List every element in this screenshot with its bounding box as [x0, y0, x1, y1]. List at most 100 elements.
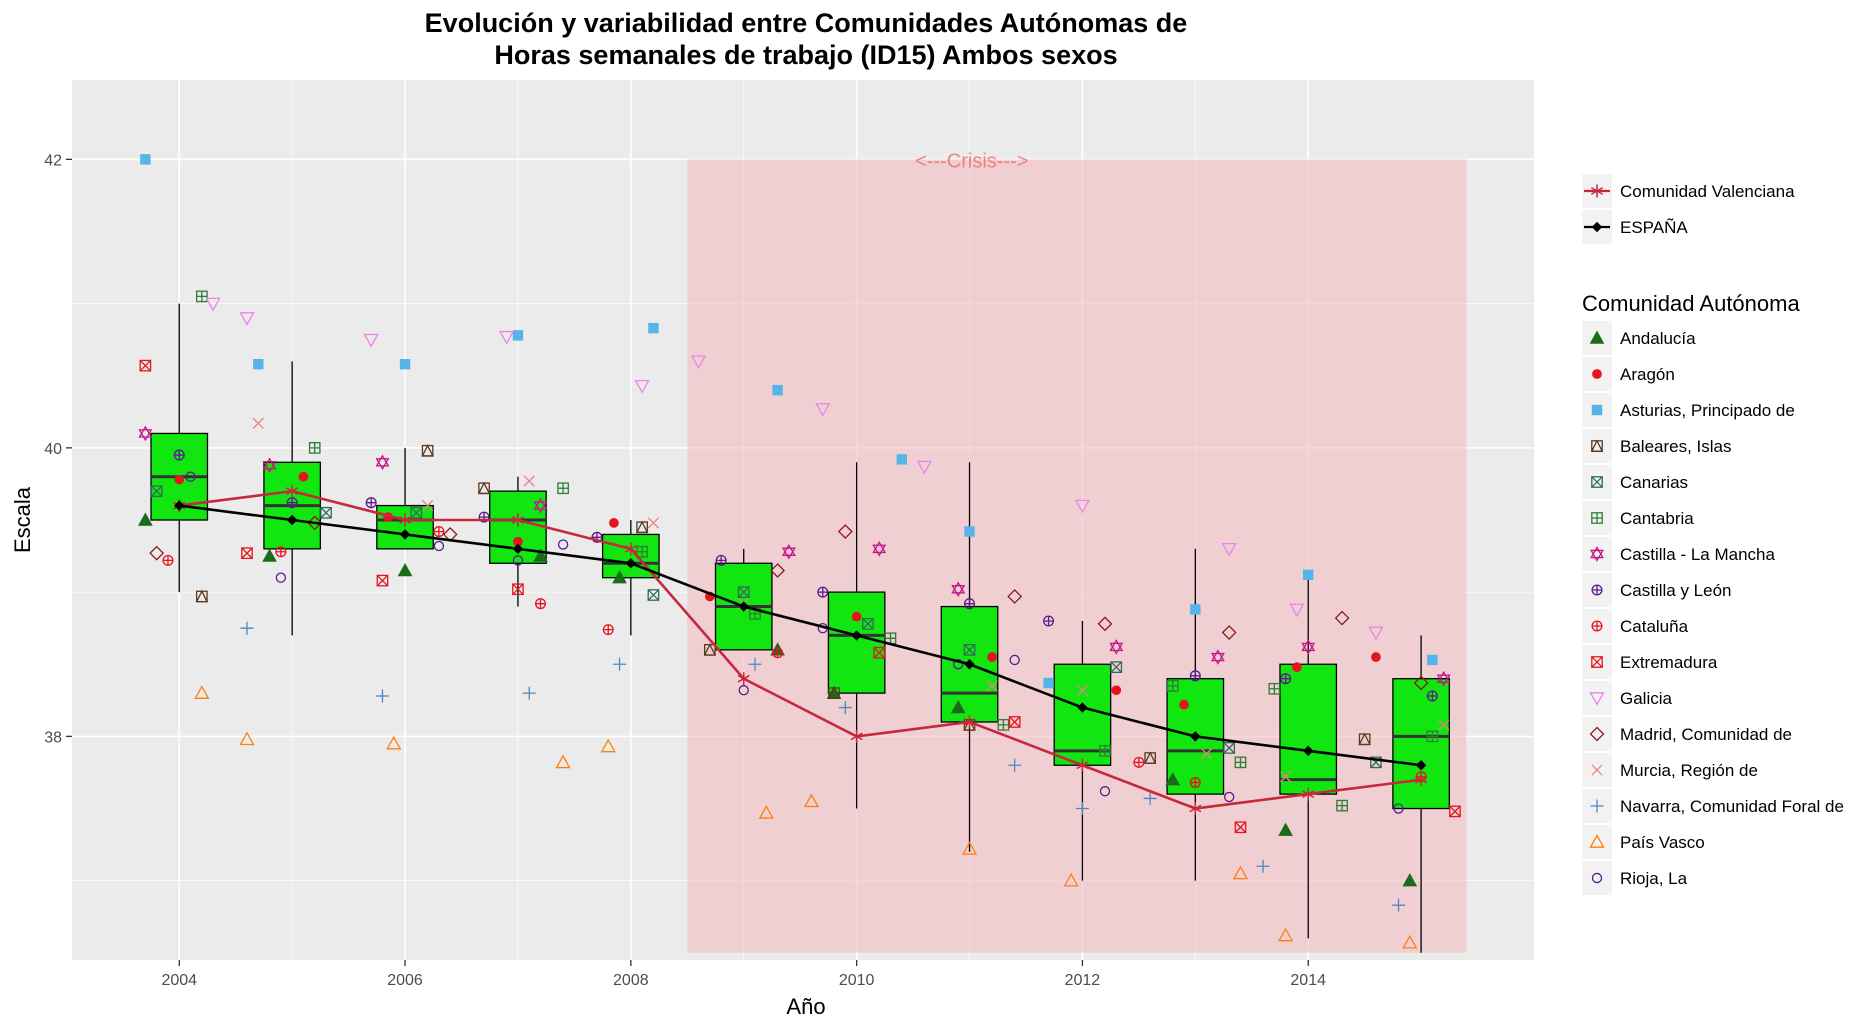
point-rioja-la-0	[185, 471, 196, 482]
marker-shape	[873, 646, 886, 659]
marker-shape	[376, 574, 389, 587]
point-aragon-3	[513, 536, 523, 547]
point-aragon-10	[1292, 662, 1302, 673]
legend-key-bg-pais-vasco	[1582, 825, 1612, 859]
point-castilla-y-leon-7	[963, 598, 976, 610]
marker-shape	[1190, 670, 1201, 681]
point-canarias-8	[1223, 742, 1236, 754]
marker-shape	[196, 291, 208, 302]
legend-label-canarias: Canarias	[1620, 473, 1688, 492]
point-extremadura-2	[376, 574, 389, 587]
point-castilla-la-mancha-8	[1210, 649, 1225, 665]
marker-shape	[613, 657, 627, 671]
marker-shape	[375, 454, 390, 467]
legend-key-comunidad-valenciana	[1590, 184, 1604, 198]
point-rioja-la-2	[433, 540, 445, 552]
box-2010	[827, 591, 886, 694]
marker-shape	[1109, 639, 1124, 652]
point-asturias-principado-de-10	[1303, 569, 1314, 581]
marker-shape	[477, 481, 491, 495]
legend-key-murcia-region-de	[1591, 764, 1603, 776]
marker-shape	[964, 659, 975, 670]
point-cantabria-9	[1234, 756, 1247, 769]
point-baleares-islas-1	[421, 444, 434, 457]
point-cataluna-0	[162, 554, 174, 566]
marker-shape	[963, 644, 976, 656]
marker-shape	[150, 485, 163, 497]
marker-shape	[375, 458, 390, 471]
point-castilla-la-mancha-2	[375, 454, 390, 471]
x-axis-label: Año	[786, 994, 825, 1019]
y-axis-label: Escala	[10, 486, 35, 553]
marker-shape	[851, 611, 862, 622]
point-navarra-comunidad-foral-de-3	[613, 657, 627, 671]
marker-shape	[1415, 773, 1428, 787]
point-cantabria-0	[195, 290, 208, 303]
marker-shape	[625, 558, 637, 569]
marker-shape	[1278, 822, 1293, 836]
point-canarias-5	[862, 618, 874, 630]
marker-shape	[1592, 585, 1602, 595]
marker-shape	[433, 540, 445, 552]
point-madrid-comunidad-de-1	[307, 515, 323, 531]
marker-shape	[1402, 934, 1418, 949]
legend-label-navarra-comunidad-foral-de: Navarra, Comunidad Foral de	[1620, 797, 1844, 816]
point-asturias-principado-de-2	[399, 358, 411, 370]
legend-label-espana: ESPAÑA	[1620, 218, 1688, 237]
legend-key-madrid-comunidad-de	[1589, 726, 1605, 742]
marker-shape	[1076, 684, 1089, 696]
point-baleares-islas-0	[195, 589, 209, 603]
point-canarias-2	[410, 506, 423, 519]
marker-shape	[1077, 702, 1088, 713]
marker-shape	[138, 425, 153, 438]
marker-shape	[512, 543, 524, 555]
point-cantabria-1	[308, 442, 321, 454]
legend-label-aragon: Aragón	[1620, 365, 1675, 384]
marker-shape	[174, 474, 185, 485]
line-point-comunidad-valenciana-2009	[737, 672, 750, 686]
marker-shape	[770, 563, 786, 578]
point-asturias-principado-de-0	[140, 154, 151, 165]
legend-label-madrid-comunidad-de: Madrid, Comunidad de	[1620, 725, 1792, 744]
marker-shape	[163, 555, 173, 566]
marker-shape	[1223, 742, 1235, 754]
point-asturias-principado-de-9	[1190, 604, 1201, 615]
legend-key-baleares-islas	[1590, 439, 1604, 452]
marker-shape	[1392, 898, 1406, 912]
point-navarra-comunidad-foral-de-5	[838, 701, 852, 715]
legend-key-cantabria	[1591, 512, 1603, 524]
point-baleares-islas-5	[827, 686, 841, 699]
marker-shape	[1427, 731, 1438, 742]
box-2006	[376, 504, 434, 550]
marker-shape	[1063, 872, 1079, 887]
marker-shape	[1200, 748, 1213, 760]
point-navarra-comunidad-foral-de-2	[522, 686, 536, 700]
marker-shape	[410, 507, 422, 519]
marker-shape	[239, 312, 255, 326]
marker-shape	[1590, 799, 1604, 813]
point-asturias-principado-de-11	[1427, 654, 1438, 666]
line-point-comunidad-valenciana-2014	[1302, 787, 1315, 801]
marker-shape	[139, 359, 152, 372]
marker-shape	[512, 583, 524, 596]
marker-shape	[1427, 691, 1438, 701]
marker-shape	[309, 442, 320, 454]
point-aragon-8	[1111, 685, 1122, 696]
point-cantabria-12	[1426, 730, 1439, 743]
marker-shape	[772, 647, 783, 658]
marker-shape	[421, 499, 434, 512]
marker-shape	[737, 586, 750, 598]
chart-title: Evolución y variabilidad entre Comunidad…	[425, 8, 1188, 70]
point-asturias-principado-de-8	[1043, 677, 1054, 689]
point-murcia-region-de-9	[1438, 719, 1450, 731]
marker-shape	[1591, 512, 1603, 524]
marker-shape	[1110, 661, 1123, 673]
point-madrid-comunidad-de-0	[149, 545, 165, 561]
marker-shape	[320, 507, 332, 519]
marker-shape	[738, 685, 749, 696]
legend-label-rioja-la: Rioja, La	[1620, 869, 1688, 888]
legend-label-pais-vasco: País Vasco	[1620, 833, 1705, 852]
marker-shape	[872, 544, 887, 557]
legend-key-navarra-comunidad-foral-de	[1590, 799, 1604, 813]
marker-shape	[781, 543, 796, 556]
